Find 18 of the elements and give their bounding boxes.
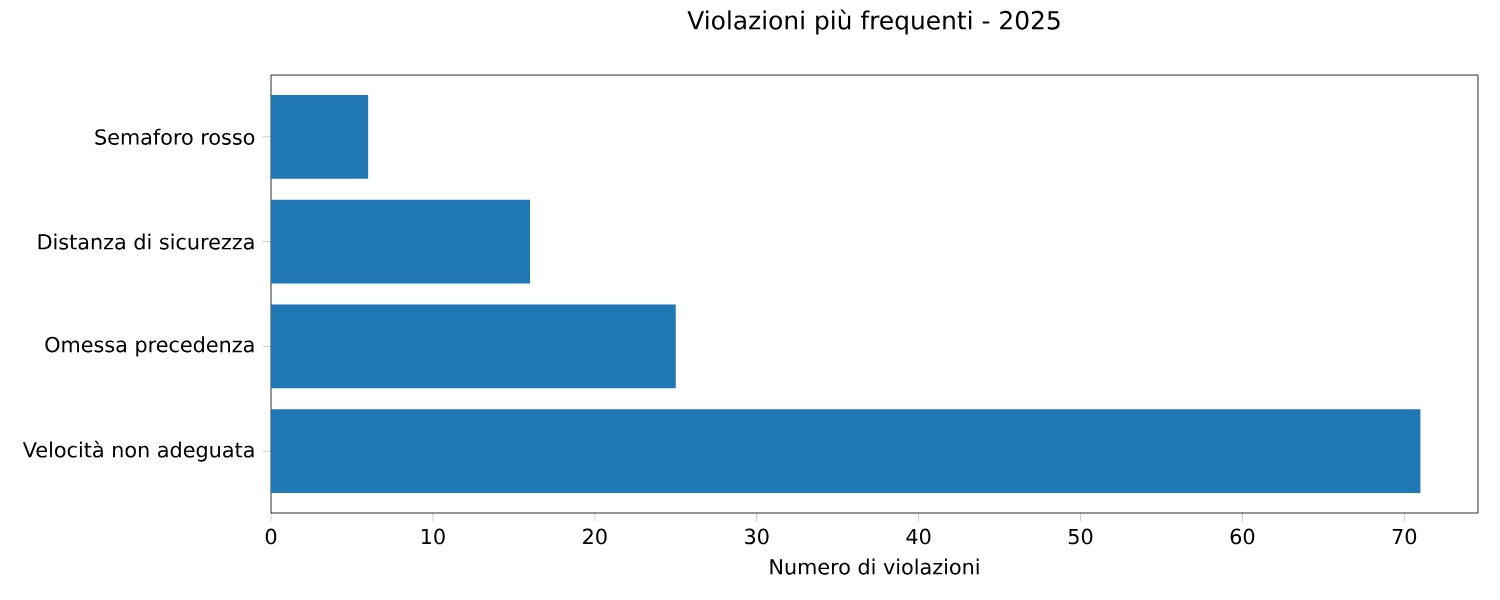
x-tick-label: 10 <box>421 528 445 545</box>
x-tick-label: 40 <box>906 528 931 545</box>
x-tick-label: 50 <box>1068 528 1093 545</box>
x-tick-label: 70 <box>1392 528 1417 545</box>
bar <box>271 304 676 389</box>
bar <box>271 409 1421 494</box>
y-tick-label: Distanza di sicurezza <box>38 233 254 250</box>
x-tick-label: 20 <box>583 528 607 545</box>
x-tick-label: 0 <box>265 528 277 545</box>
y-tick-label: Velocità non adeguata <box>22 440 254 462</box>
y-tick-label: Omessa precedenza <box>45 336 254 357</box>
bar <box>271 94 369 179</box>
bar <box>271 199 531 284</box>
x-tick-label: 30 <box>745 528 769 545</box>
chart-title: Violazioni più frequenti - 2025 <box>687 9 1060 35</box>
y-tick-label: Semaforo rosso <box>95 128 255 145</box>
x-axis-title: Numero di violazioni <box>770 558 979 575</box>
x-tick-label: 60 <box>1230 528 1255 545</box>
